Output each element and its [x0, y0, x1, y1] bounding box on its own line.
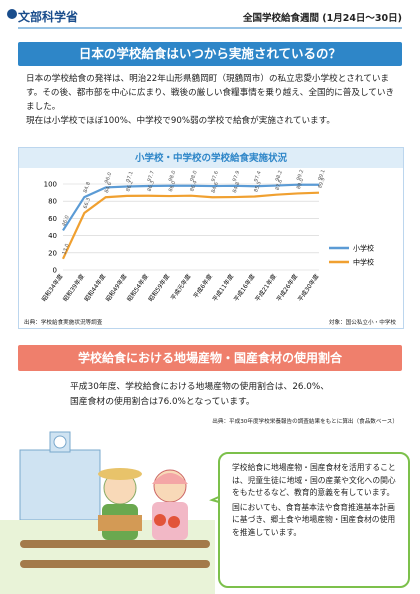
data-label: 98.0: [189, 170, 198, 183]
paragraph: 学校給食に地場産物・国産食材を活用することは、児童生徒に地域・国の産業や文化への…: [232, 463, 396, 498]
intro-text: 日本の学校給食の発祥は、明治22年山形県鶴岡町（現鶴岡市）の私立忠愛小学校とされ…: [26, 72, 398, 128]
chart-target: 対象：国公私立小・中学校: [328, 320, 396, 326]
section-heading: 学校給食における地場産物・国産食材の使用割合: [18, 345, 402, 371]
chart-box: 小学校・中学校の学校給食実施状況 0 20 40 60 80 100 昭和34年度 昭和39年…: [18, 147, 404, 329]
data-label: 99.2: [296, 169, 305, 182]
data-label: 97.9: [232, 170, 241, 183]
data-label: 86.3: [147, 180, 156, 193]
usage-source: 出典：平成30年度学校栄養報告の調査結果をもとに算出（食品数ベース）: [212, 419, 398, 425]
data-label: 98.0: [168, 170, 177, 183]
x-tick-label: 平成26年度: [275, 273, 300, 304]
y-tick-label: 0: [53, 267, 57, 275]
legend-label: 小学校: [353, 244, 374, 253]
x-tick-label: 昭和59年度: [147, 273, 172, 304]
x-tick-label: 平成元年度: [169, 273, 193, 302]
y-tick-label: 100: [44, 181, 57, 189]
logo: 文部科学省: [18, 10, 79, 24]
clock: [53, 435, 67, 449]
y-tick-label: 80: [48, 198, 57, 206]
x-tick-label: 平成30年度: [296, 273, 321, 304]
tomato: [154, 514, 166, 526]
legend-label: 中学校: [353, 258, 374, 267]
farmer-scarf: [152, 473, 188, 484]
x-tick-label: 平成6年度: [191, 273, 214, 300]
data-label: 46.0: [61, 215, 70, 228]
x-tick-label: 昭和54年度: [125, 273, 150, 304]
data-label: 85.5: [253, 181, 262, 194]
data-label: 97.4: [253, 170, 262, 183]
tomato: [168, 516, 180, 528]
school: [19, 449, 101, 521]
chart-title: 小学校・中学校の学校給食実施状況: [134, 152, 288, 164]
speech-bubble: [218, 452, 410, 588]
series-line: [62, 183, 320, 232]
data-label: 89.9: [317, 177, 326, 190]
chart-source: 出典：学校給食実施状況等調査: [24, 320, 103, 326]
x-tick-label: 昭和39年度: [61, 273, 86, 304]
header-title: 全国学校給食週間 (1月24日～30日): [242, 13, 402, 24]
data-label: 97.6: [211, 170, 220, 183]
data-label: 86.4: [189, 180, 198, 193]
data-label: 97.7: [147, 170, 156, 183]
section-heading: 日本の学校給食はいつから実施されているの？: [18, 42, 402, 66]
x-tick-label: 平成16年度: [232, 273, 257, 304]
bubble-text: 学校給食に地場産物・国産食材を活用することは、児童生徒に地域・国の産業や文化への…: [232, 462, 396, 542]
data-label: 99.1: [317, 169, 326, 182]
data-label: 66.3: [83, 197, 92, 210]
data-label: 97.1: [125, 171, 134, 184]
y-tick-label: 40: [48, 232, 57, 240]
chart-title-band: [19, 148, 403, 168]
paragraph: 現在は小学校でほぼ100%、中学校で90%弱の学校で給食が実施されています。: [26, 116, 335, 126]
data-label: 84.8: [83, 181, 92, 194]
x-tick-label: 平成11年度: [211, 273, 236, 304]
data-label: 87.6: [275, 179, 284, 192]
series-line: [62, 191, 320, 260]
x-tick-label: 昭和34年度: [40, 273, 65, 304]
logo-mark: [7, 9, 17, 19]
furrow: [20, 560, 210, 568]
data-label: 98.2: [275, 170, 284, 183]
paragraph: 国においても、食育基本法や食育推進基本計画に基づき、郷土食や地場産物・国産食材の…: [232, 502, 396, 537]
x-tick-label: 昭和44年度: [83, 273, 108, 304]
data-label: 84.6: [104, 181, 113, 194]
y-tick-label: 60: [48, 215, 57, 223]
chart: 小学校・中学校の学校給食実施状況 0 20 40 60 80 100 昭和34年度昭和39年…: [19, 148, 403, 304]
basket: [98, 515, 142, 531]
paragraph: 日本の学校給食の発祥は、明治22年山形県鶴岡町（現鶴岡市）の私立忠愛小学校とされ…: [26, 74, 395, 112]
farmer-hat: [98, 468, 142, 480]
x-tick-label: 昭和49年度: [104, 273, 129, 304]
x-tick-label: 平成21年度: [253, 273, 278, 304]
paragraph: 国産食材の使用割合は76.0%となっています。: [70, 397, 255, 407]
data-label: 13.0: [61, 243, 70, 256]
data-label: 86.2: [125, 180, 134, 193]
data-label: 89.0: [296, 178, 305, 191]
y-tick-label: 20: [48, 249, 57, 257]
usage-text: 平成30年度、学校給食における地場産物の使用割合は、26.0%、 国産食材の使用…: [70, 380, 329, 410]
data-label: 84.8: [232, 181, 241, 194]
data-label: 96.0: [104, 172, 113, 185]
furrow: [20, 540, 210, 548]
data-label: 84.6: [211, 181, 220, 194]
paragraph: 平成30年度、学校給食における地場産物の使用割合は、26.0%、: [70, 382, 330, 392]
data-label: 86.0: [168, 180, 177, 193]
